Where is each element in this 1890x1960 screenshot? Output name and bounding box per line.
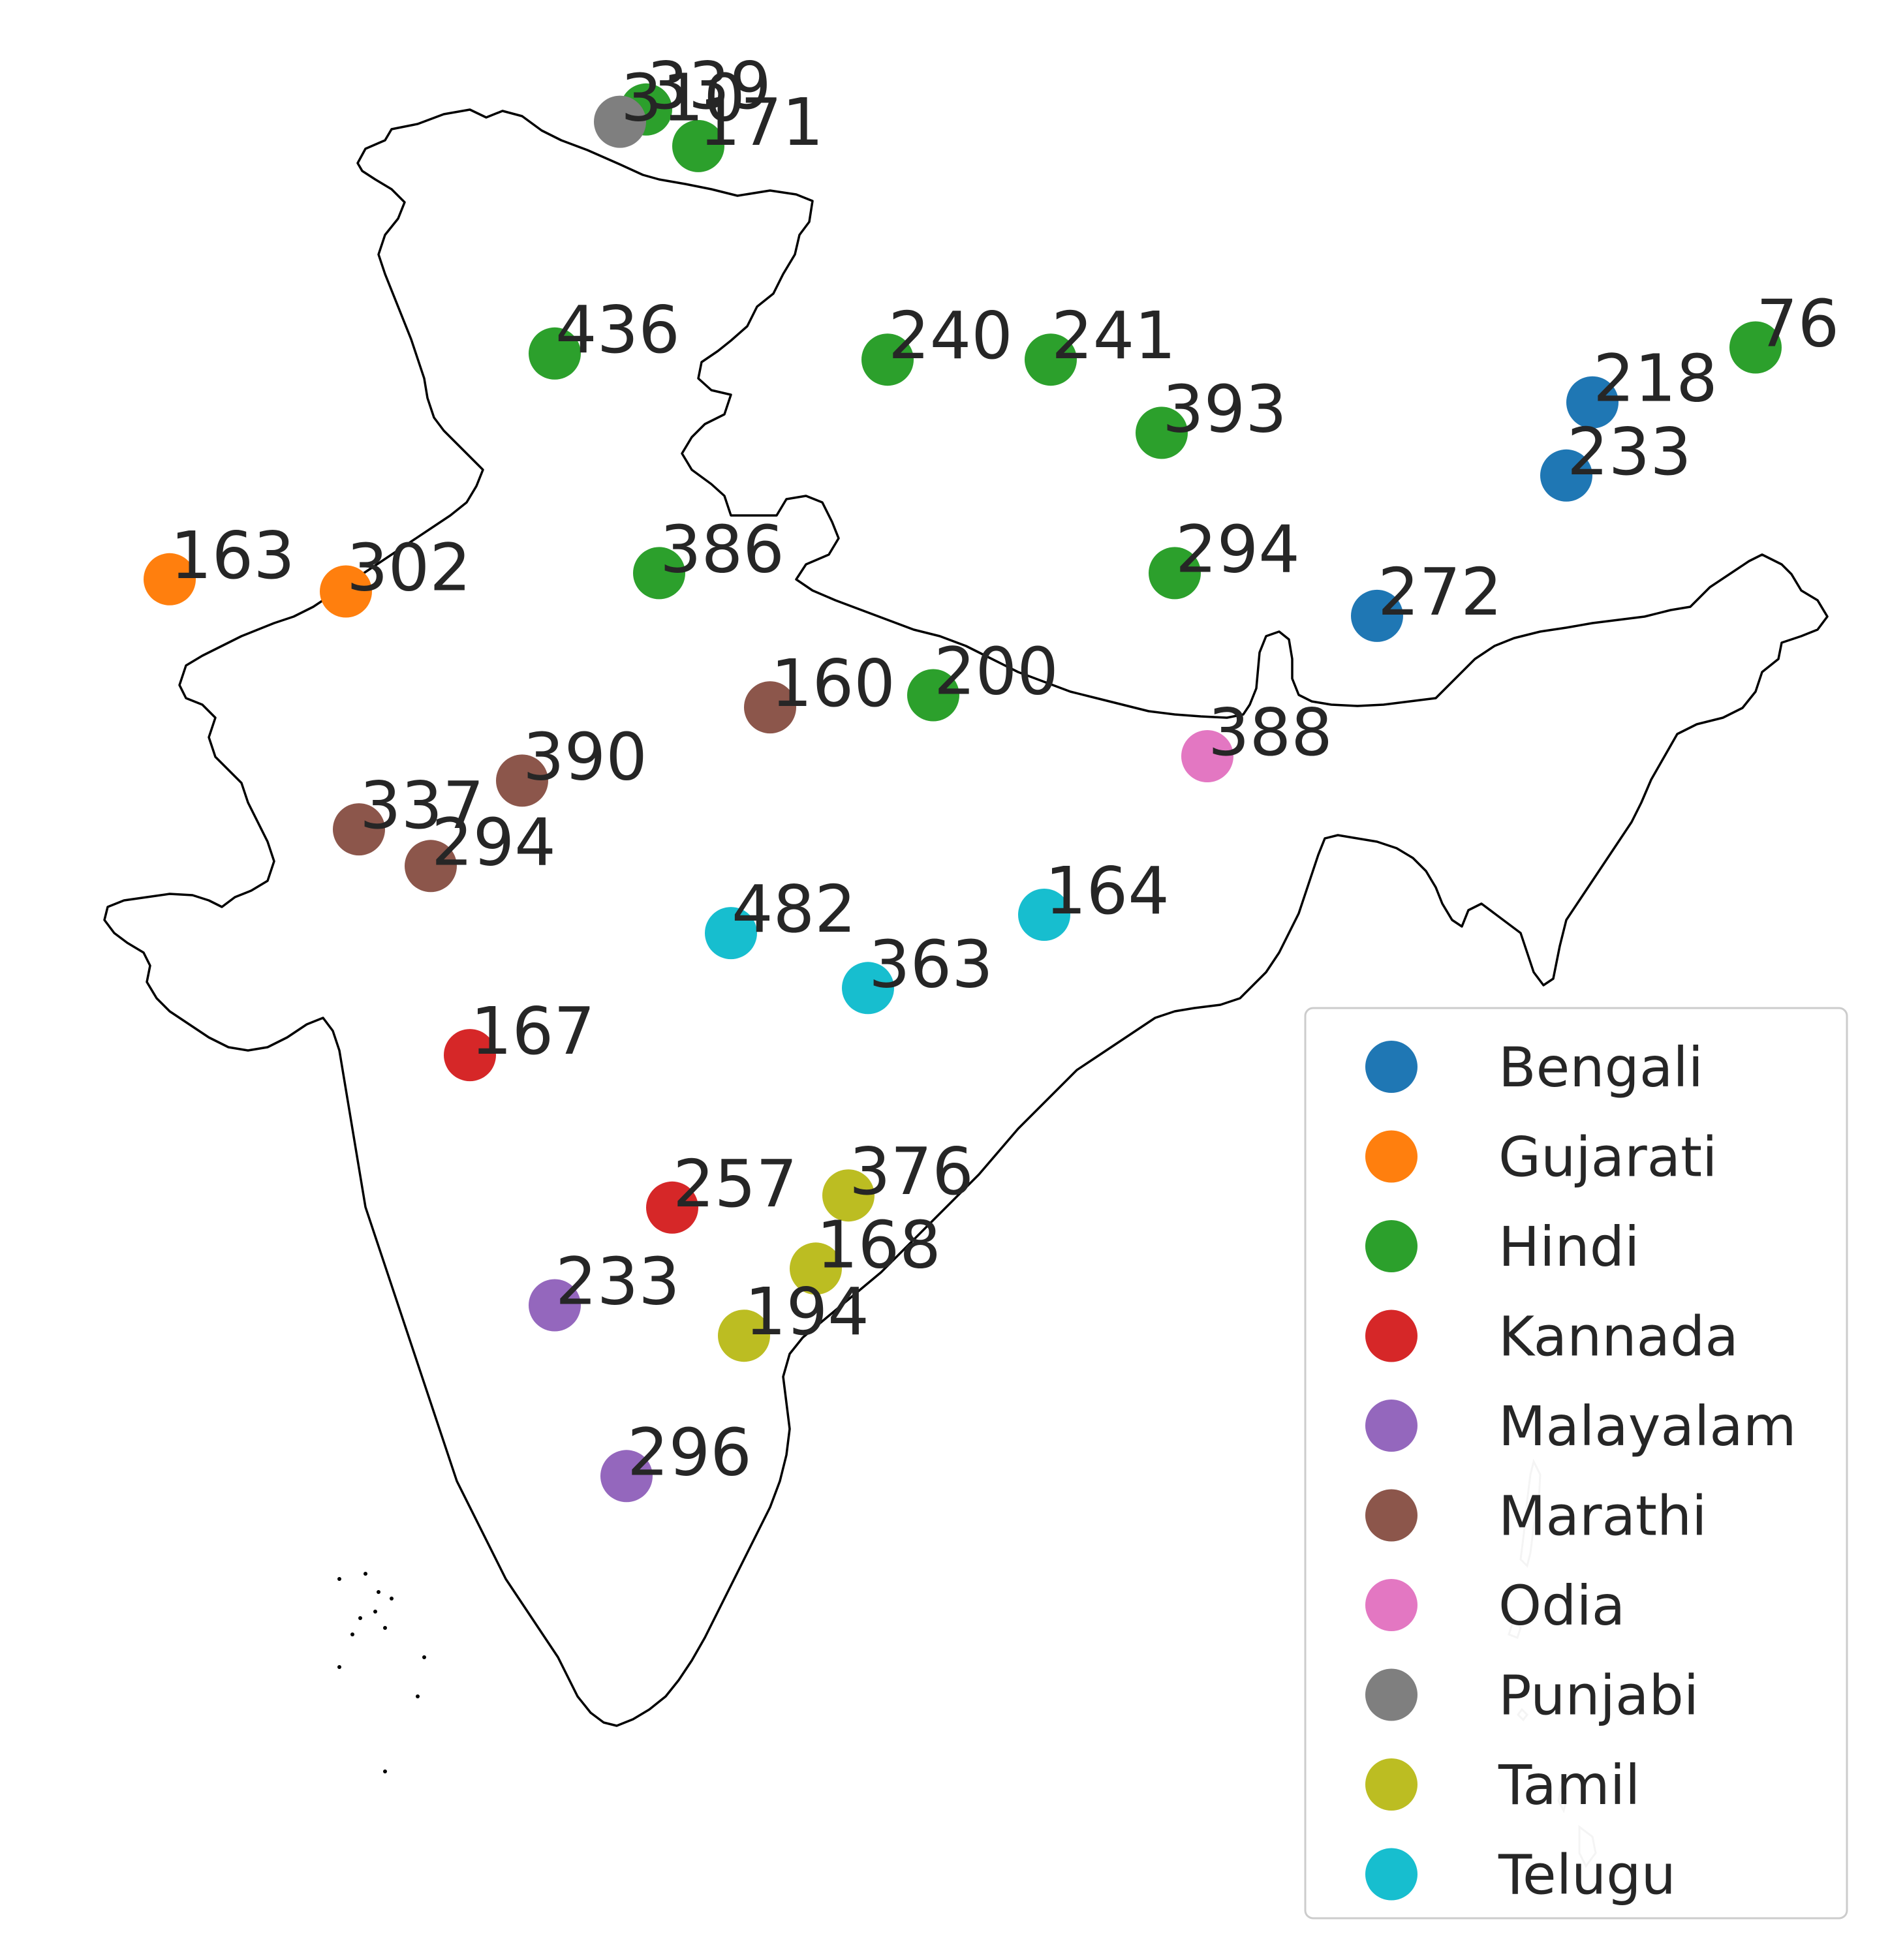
city-point-marathi-294 [405,840,457,893]
city-point-bengali-218 [1566,376,1619,429]
city-point-marathi-390 [496,754,548,807]
city-point-hindi-171 [672,119,724,172]
value-label-376: 376 [849,1133,974,1210]
city-points [144,83,1782,1503]
city-point-hindi-241 [1025,333,1077,386]
legend-marker-kannada [1365,1309,1418,1362]
legend-marker-tamil [1365,1758,1418,1811]
value-label-272: 272 [1378,554,1502,630]
value-label-393: 393 [1162,371,1287,447]
value-label-363: 363 [869,926,993,1002]
legend-label-tamil: Tamil [1498,1753,1640,1817]
city-point-gujarati-302 [320,565,372,618]
value-label-302: 302 [347,530,471,606]
city-point-marathi-337 [333,803,385,856]
city-point-hindi-240 [861,333,914,386]
legend-items: Bengali Gujarati Hindi Kannada Malayalam Mara… [1365,1035,1797,1907]
value-label-167: 167 [471,993,595,1069]
legend: Bengali Gujarati Hindi Kannada Malayalam Mara… [1304,1007,1848,1920]
legend-label-hindi: Hindi [1498,1215,1639,1279]
city-point-bengali-272 [1351,589,1403,642]
city-point-malayalam-296 [600,1450,653,1503]
city-point-malayalam-233 [529,1279,581,1332]
value-label-294: 294 [1175,511,1300,587]
value-label-240: 240 [888,298,1013,374]
city-point-bengali-233 [1540,449,1592,502]
legend-label-kannada: Kannada [1498,1305,1739,1369]
city-point-hindi-200 [907,669,959,722]
value-label-294: 294 [431,804,556,880]
value-label-218: 218 [1593,341,1718,417]
legend-marker-odia [1365,1579,1418,1631]
value-label-164: 164 [1045,853,1170,929]
value-label-388: 388 [1208,694,1333,771]
legend-label-odia: Odia [1498,1574,1625,1638]
value-label-390: 390 [523,718,647,795]
city-point-odia-388 [1181,730,1233,782]
legend-marker-hindi [1365,1220,1418,1272]
legend-frame [1304,1007,1848,1920]
city-point-hindi-76 [1729,321,1782,374]
city-point-kannada-167 [444,1029,496,1082]
legend-label-bengali: Bengali [1498,1035,1703,1099]
value-label-337: 337 [360,767,484,844]
city-point-hindi-436 [529,327,581,380]
city-point-punjabi-310 [594,95,646,148]
legend-marker-punjabi [1365,1668,1418,1721]
city-point-hindi-393 [1136,406,1188,459]
value-label-436: 436 [555,292,680,368]
value-label-233: 233 [1567,414,1692,490]
legend-marker-malayalam [1365,1400,1418,1452]
value-label-241: 241 [1051,298,1176,374]
city-point-tamil-194 [718,1309,770,1362]
value-label-386: 386 [660,511,784,587]
value-label-171: 171 [699,84,824,161]
legend-label-telugu: Telugu [1498,1843,1676,1907]
value-label-233: 233 [555,1244,680,1320]
legend-marker-gujarati [1365,1130,1418,1183]
city-point-hindi-386 [633,547,685,600]
legend-label-marathi: Marathi [1498,1484,1707,1548]
value-label-76: 76 [1756,286,1839,362]
value-label-163: 163 [170,517,295,594]
city-point-tamil-376 [822,1169,875,1222]
city-point-hindi-294 [1149,547,1201,600]
city-point-kannada-257 [646,1181,698,1234]
value-label-296: 296 [627,1414,752,1490]
city-point-telugu-482 [705,907,757,960]
city-point-telugu-164 [1018,889,1070,941]
value-label-168: 168 [816,1206,941,1283]
lakshadweep-islands [337,1572,426,1773]
legend-label-gujarati: Gujarati [1498,1125,1717,1189]
city-point-tamil-168 [790,1242,842,1295]
value-label-257: 257 [673,1146,798,1222]
city-point-gujarati-163 [144,553,196,605]
city-point-marathi-160 [744,681,796,734]
value-label-194: 194 [745,1274,869,1350]
value-label-200: 200 [934,634,1059,710]
value-label-339: 339 [647,48,771,124]
value-label-310: 310 [621,60,745,136]
legend-marker-marathi [1365,1489,1418,1542]
legend-marker-telugu [1365,1848,1418,1901]
value-label-160: 160 [771,645,895,722]
city-point-telugu-363 [842,962,894,1015]
legend-marker-bengali [1365,1041,1418,1093]
legend-label-punjabi: Punjabi [1498,1664,1699,1728]
value-label-482: 482 [732,871,856,947]
legend-label-malayalam: Malayalam [1498,1394,1797,1458]
